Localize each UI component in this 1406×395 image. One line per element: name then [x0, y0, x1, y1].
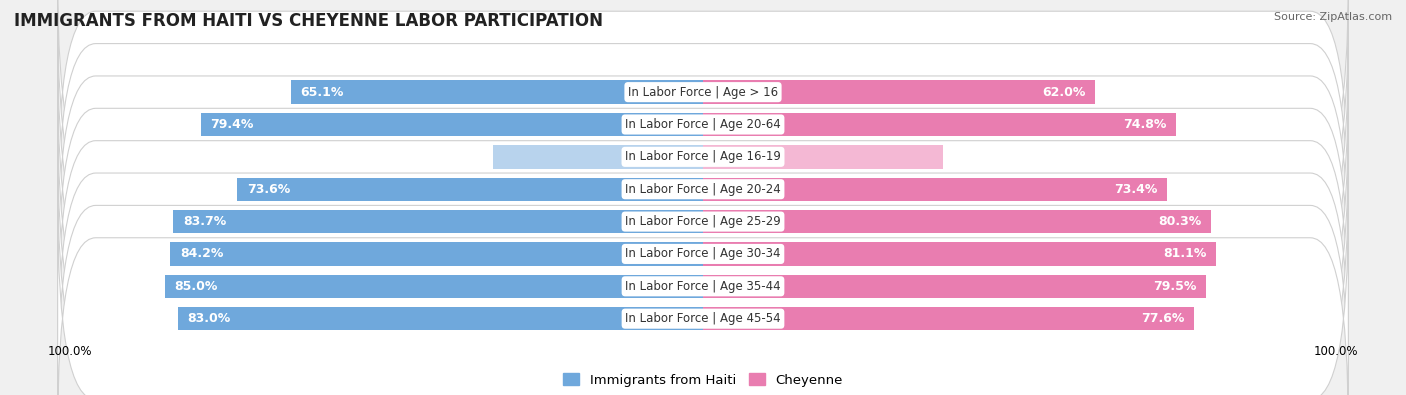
- Bar: [177, 307, 703, 330]
- Bar: [703, 178, 1167, 201]
- Text: 37.9%: 37.9%: [713, 150, 756, 164]
- FancyBboxPatch shape: [58, 11, 1348, 238]
- FancyBboxPatch shape: [58, 76, 1348, 303]
- Text: 73.4%: 73.4%: [1115, 183, 1159, 196]
- Text: In Labor Force | Age 35-44: In Labor Force | Age 35-44: [626, 280, 780, 293]
- Bar: [703, 242, 1216, 265]
- FancyBboxPatch shape: [58, 205, 1348, 395]
- Bar: [703, 210, 1211, 233]
- Text: 83.7%: 83.7%: [183, 215, 226, 228]
- Bar: [703, 81, 1095, 104]
- Text: 77.6%: 77.6%: [1142, 312, 1184, 325]
- Text: 65.1%: 65.1%: [301, 86, 344, 99]
- Text: 80.3%: 80.3%: [1159, 215, 1202, 228]
- Bar: [173, 210, 703, 233]
- Text: In Labor Force | Age 20-24: In Labor Force | Age 20-24: [626, 183, 780, 196]
- Bar: [703, 113, 1177, 136]
- Text: 73.6%: 73.6%: [247, 183, 290, 196]
- Text: In Labor Force | Age 45-54: In Labor Force | Age 45-54: [626, 312, 780, 325]
- Text: IMMIGRANTS FROM HAITI VS CHEYENNE LABOR PARTICIPATION: IMMIGRANTS FROM HAITI VS CHEYENNE LABOR …: [14, 12, 603, 30]
- Bar: [170, 242, 703, 265]
- Text: In Labor Force | Age 16-19: In Labor Force | Age 16-19: [626, 150, 780, 164]
- Text: 85.0%: 85.0%: [174, 280, 218, 293]
- Text: In Labor Force | Age > 16: In Labor Force | Age > 16: [628, 86, 778, 99]
- FancyBboxPatch shape: [58, 141, 1348, 367]
- Bar: [201, 113, 703, 136]
- FancyBboxPatch shape: [58, 108, 1348, 335]
- Text: 81.1%: 81.1%: [1163, 247, 1206, 260]
- Text: Source: ZipAtlas.com: Source: ZipAtlas.com: [1274, 12, 1392, 22]
- Bar: [291, 81, 703, 104]
- Bar: [703, 145, 943, 169]
- Text: In Labor Force | Age 25-29: In Labor Force | Age 25-29: [626, 215, 780, 228]
- Bar: [238, 178, 703, 201]
- FancyBboxPatch shape: [58, 43, 1348, 270]
- Legend: Immigrants from Haiti, Cheyenne: Immigrants from Haiti, Cheyenne: [558, 368, 848, 392]
- Text: 79.5%: 79.5%: [1153, 280, 1197, 293]
- Text: 62.0%: 62.0%: [1042, 86, 1085, 99]
- Bar: [703, 275, 1206, 298]
- Text: 79.4%: 79.4%: [209, 118, 253, 131]
- FancyBboxPatch shape: [58, 0, 1348, 205]
- Text: 84.2%: 84.2%: [180, 247, 224, 260]
- Bar: [494, 145, 703, 169]
- Text: 33.2%: 33.2%: [650, 150, 693, 164]
- FancyBboxPatch shape: [58, 173, 1348, 395]
- Bar: [703, 307, 1194, 330]
- Text: In Labor Force | Age 20-64: In Labor Force | Age 20-64: [626, 118, 780, 131]
- Bar: [165, 275, 703, 298]
- Text: 83.0%: 83.0%: [187, 312, 231, 325]
- Text: In Labor Force | Age 30-34: In Labor Force | Age 30-34: [626, 247, 780, 260]
- Text: 74.8%: 74.8%: [1123, 118, 1167, 131]
